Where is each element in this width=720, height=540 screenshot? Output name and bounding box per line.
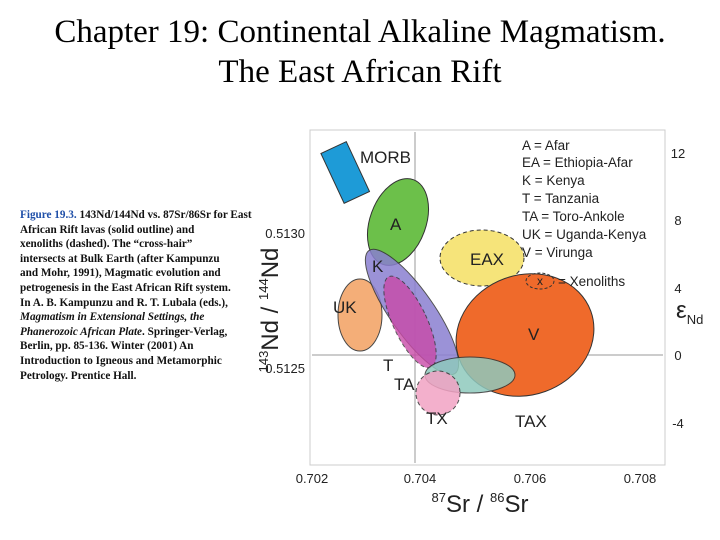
legend-entry: T = Tanzania (522, 191, 600, 206)
legend-entry: = Xenoliths (558, 274, 625, 289)
caption-text: Phanerozoic African Plate (20, 325, 143, 338)
y-tick-label: 0.5130 (265, 226, 305, 241)
x-tick-label: 0.708 (624, 471, 657, 486)
caption: Figure 19.3. 143Nd/144Nd vs. 87Sr/86Sr f… (20, 208, 265, 383)
legend-entry: EA = Ethiopia-Afar (522, 155, 633, 170)
ethiopia-afar-xenolith-field (439, 229, 525, 287)
figure-label: Figure 19.3. (20, 209, 77, 221)
field-label: EAX (470, 250, 504, 269)
y2-tick-label: 8 (674, 213, 681, 228)
x-tick-label: 0.706 (514, 471, 547, 486)
field-label: MORB (360, 148, 411, 167)
caption-line: Magmatism in Extensional Settings, the (20, 310, 265, 325)
field-label: TAX (515, 412, 547, 431)
field-label: TX (426, 409, 448, 428)
x-axis-label: 87Sr / 86Sr (432, 490, 529, 518)
axis-label-text: Sr / (446, 491, 490, 518)
field-label: K (372, 257, 384, 276)
caption-line: xenoliths (dashed). The “cross-hair” (20, 238, 193, 251)
y-axis-label: 143Nd / 144Nd (256, 248, 284, 373)
y2-axis-label: εNd (676, 297, 703, 327)
axis-label-text: Nd / (257, 300, 284, 351)
caption-line: petrogenesis in the East African Rift sy… (20, 281, 231, 294)
superscript: 144 (256, 278, 271, 300)
y2-tick-label: 0 (674, 348, 681, 363)
caption-line: African Rift lavas (solid outline) and (20, 223, 195, 236)
y2-tick-label: 12 (671, 146, 685, 161)
morb-field (320, 140, 371, 204)
tanzania-xenolith-field (415, 370, 461, 416)
subscript: Nd (687, 312, 704, 327)
caption-text: 143Nd/144Nd vs. 87Sr/86Sr for East (79, 209, 252, 221)
caption-text: . Springer-Verlag, (142, 325, 228, 338)
field-label: TA (394, 375, 415, 394)
field-label: A (390, 215, 402, 234)
slide-title: Chapter 19: Continental Alkaline Magmati… (0, 12, 720, 92)
x-tick-label: 0.704 (404, 471, 437, 486)
caption-line: Phanerozoic African Plate. Springer-Verl… (20, 325, 265, 340)
uganda-kenya-field (337, 278, 383, 352)
caption-line: In A. B. Kampunzu and R. T. Lubala (eds.… (20, 296, 228, 309)
caption-line: Introduction to Igneous and Metamorphic (20, 354, 222, 367)
legend-entry: V = Virunga (522, 245, 593, 260)
caption-line: Petrology. Prentice Hall. (20, 369, 137, 382)
y-tick-label: 0.5125 (265, 361, 305, 376)
legend-entry: K = Kenya (522, 173, 585, 188)
legend-symbol-label: x (537, 274, 543, 288)
caption-text: Magmatism in Extensional Settings, the (20, 311, 205, 324)
field-label: T (383, 356, 393, 375)
legend-entry: A = Afar (522, 138, 570, 153)
legend-entry: UK = Uganda-Kenya (522, 227, 647, 242)
y2-tick-label: 4 (674, 281, 681, 296)
axis-label-text: ε (676, 297, 687, 324)
y2-tick-label: -4 (672, 416, 684, 431)
caption-line: Berlin, pp. 85-136. Winter (2001) An (20, 340, 194, 353)
caption-line: and Mohr, 1991), Magmatic evolution and (20, 267, 221, 280)
superscript: 143 (256, 351, 271, 373)
legend-entry: TA = Toro-Ankole (522, 209, 625, 224)
title-line: Chapter 19: Continental Alkaline Magmati… (54, 14, 666, 50)
axis-label-text: Sr (504, 491, 528, 518)
legend-symbol (525, 272, 555, 290)
field-label: V (528, 325, 540, 344)
kenya-xenolith-field (383, 275, 437, 369)
superscript: 87 (432, 490, 446, 505)
caption-line: intersects at Bulk Earth (after Kampunzu (20, 252, 220, 265)
title-line: The East African Rift (218, 54, 502, 90)
axis-label-text: Nd (257, 248, 284, 279)
field-label: UK (333, 298, 357, 317)
x-tick-label: 0.702 (296, 471, 329, 486)
superscript: 86 (490, 490, 504, 505)
caption-line: Figure 19.3. 143Nd/144Nd vs. 87Sr/86Sr f… (20, 208, 265, 223)
